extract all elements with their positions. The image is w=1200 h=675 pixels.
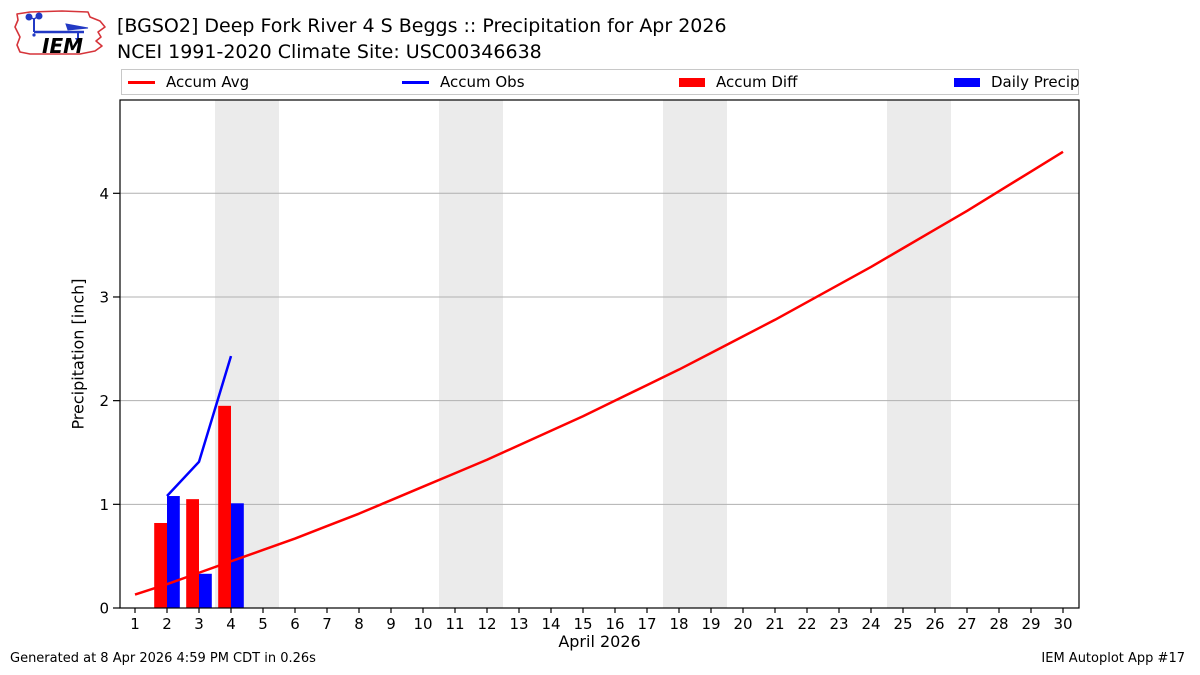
- x-tick-label: 7: [322, 615, 332, 633]
- x-tick-label: 12: [477, 615, 496, 633]
- y-tick-label: 2: [99, 392, 109, 410]
- chart-title: [BGSO2] Deep Fork River 4 S Beggs :: Pre…: [117, 15, 727, 37]
- x-tick-label: 25: [893, 615, 912, 633]
- y-tick-label: 1: [99, 496, 109, 514]
- x-tick-label: 27: [957, 615, 976, 633]
- accum-obs-line-swatch: [402, 80, 429, 84]
- x-tick-label: 8: [354, 615, 364, 633]
- legend-label-accum-avg: Accum Avg: [166, 73, 250, 91]
- x-tick-label: 21: [765, 615, 784, 633]
- app-credit-text: IEM Autoplot App #17: [1041, 651, 1185, 666]
- x-tick-label: 4: [226, 615, 236, 633]
- x-tick-label: 9: [386, 615, 396, 633]
- legend-item-accum-obs: Accum Obs: [402, 70, 525, 94]
- bar-daily-precip: [231, 503, 244, 608]
- plot-border: [119, 99, 1080, 609]
- y-tick-label: 4: [99, 185, 109, 203]
- bar-accum-diff: [218, 405, 231, 608]
- legend: Accum Avg Accum Obs Accum Diff Daily Pre…: [121, 69, 1080, 95]
- x-tick-label: 6: [290, 615, 300, 633]
- accum-diff-rect-swatch: [679, 77, 705, 87]
- daily-precip-rect-swatch: [954, 77, 980, 87]
- bar-accum-diff: [186, 499, 199, 608]
- legend-label-accum-diff: Accum Diff: [716, 73, 798, 91]
- line-accum-obs: [166, 355, 233, 497]
- y-axis-title: Precipitation [inch]: [68, 278, 88, 430]
- x-tick-label: 3: [194, 615, 204, 633]
- x-tick-label: 13: [509, 615, 528, 633]
- legend-item-accum-avg: Accum Avg: [128, 70, 249, 94]
- x-tick-label: 1: [130, 615, 140, 633]
- x-tick-label: 19: [701, 615, 720, 633]
- x-tick-label: 2: [162, 615, 172, 633]
- weekend-band: [439, 100, 503, 608]
- x-tick-label: 26: [925, 615, 944, 633]
- x-tick-label: 29: [1021, 615, 1040, 633]
- x-tick-label: 18: [669, 615, 688, 633]
- accum-avg-line-swatch: [128, 80, 155, 84]
- y-tick-label: 3: [99, 288, 109, 306]
- chart-subtitle: NCEI 1991-2020 Climate Site: USC00346638: [117, 41, 542, 63]
- x-tick-label: 10: [413, 615, 432, 633]
- x-tick-label: 30: [1053, 615, 1072, 633]
- x-tick-label: 20: [733, 615, 752, 633]
- x-tick-label: 5: [258, 615, 268, 633]
- weekend-band: [887, 100, 951, 608]
- legend-item-accum-diff: Accum Diff: [679, 70, 797, 94]
- legend-label-accum-obs: Accum Obs: [440, 73, 525, 91]
- iem-logo-text: IEM: [42, 34, 83, 58]
- x-tick-label: 16: [605, 615, 624, 633]
- x-tick-label: 17: [637, 615, 656, 633]
- x-tick-label: 14: [541, 615, 560, 633]
- generated-at-text: Generated at 8 Apr 2026 4:59 PM CDT in 0…: [10, 651, 316, 666]
- bar-daily-precip: [167, 496, 180, 608]
- line-accum-avg: [134, 150, 1064, 596]
- x-tick-label: 28: [989, 615, 1008, 633]
- weekend-band: [663, 100, 727, 608]
- x-tick-label: 11: [445, 615, 464, 633]
- legend-item-daily-precip: Daily Precip: [954, 70, 1080, 94]
- x-axis-title: April 2026: [558, 632, 641, 651]
- x-tick-label: 24: [861, 615, 880, 633]
- bar-accum-diff: [154, 522, 167, 608]
- bar-daily-precip: [199, 573, 212, 608]
- y-tick-label: 0: [99, 600, 109, 618]
- x-tick-label: 15: [573, 615, 592, 633]
- weather-vane-icon: [25, 12, 89, 44]
- iem-logo: IEM: [14, 10, 106, 58]
- title-block: [BGSO2] Deep Fork River 4 S Beggs :: Pre…: [117, 13, 727, 65]
- legend-label-daily-precip: Daily Precip: [991, 73, 1080, 91]
- x-tick-label: 22: [797, 615, 816, 633]
- x-tick-label: 23: [829, 615, 848, 633]
